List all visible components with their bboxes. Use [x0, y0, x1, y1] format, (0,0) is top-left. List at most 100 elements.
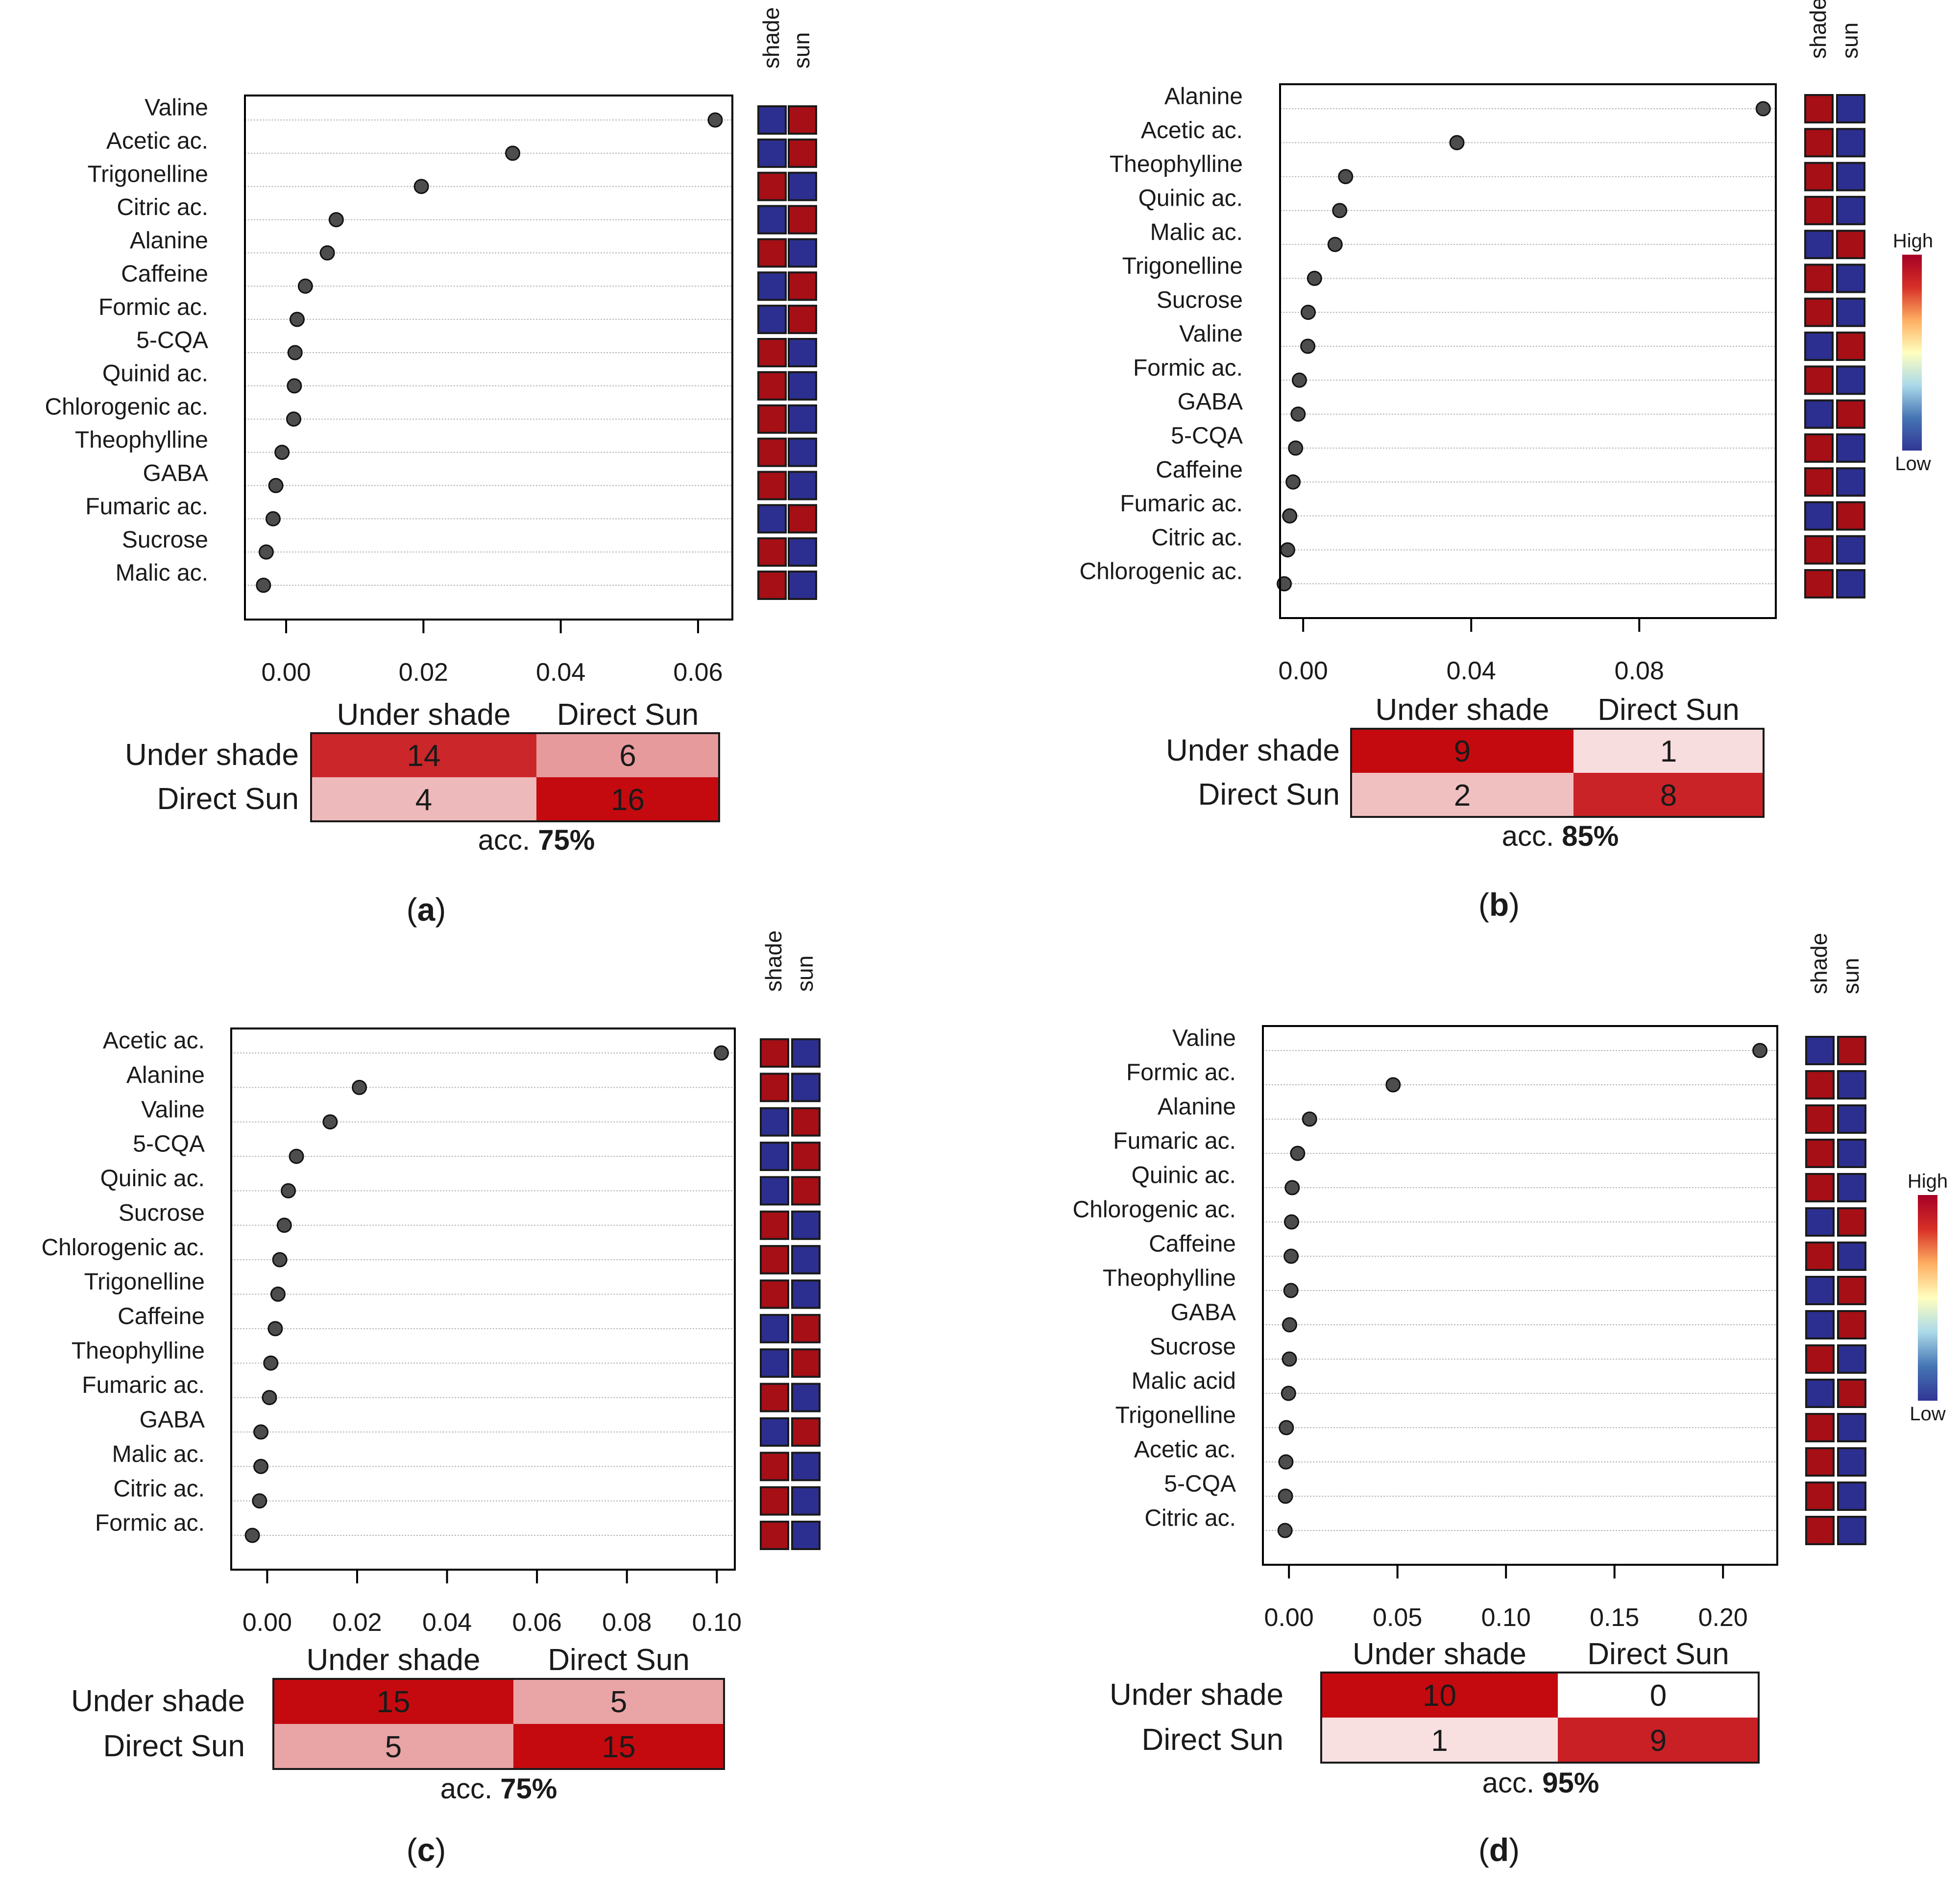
heatmap-cell-shade — [1805, 1516, 1835, 1545]
heatmap-cell-shade — [1804, 467, 1834, 497]
importance-dot — [1332, 203, 1348, 218]
importance-dot — [1282, 508, 1298, 524]
heatmap-cell-shade — [1804, 297, 1834, 327]
heatmap-header: sun — [789, 32, 814, 69]
accuracy-text: acc. 95% — [1482, 1767, 1599, 1799]
colorbar-high-label: High — [1893, 230, 1933, 252]
importance-dot — [289, 1148, 304, 1164]
heatmap-cell-shade — [1804, 365, 1834, 395]
x-tick-label: 0.06 — [673, 658, 723, 687]
panel-label: (b) — [1478, 886, 1520, 923]
x-tick-label: 0.06 — [512, 1608, 562, 1637]
x-tick-label: 0.00 — [1279, 657, 1328, 685]
heatmap-cell-sun — [1837, 1242, 1866, 1271]
heatmap-cell-sun — [1837, 1413, 1866, 1442]
heatmap-cell-shade — [757, 471, 787, 501]
heatmap-cell-sun — [1836, 365, 1865, 395]
metabolite-label: Chlorogenic ac. — [1079, 559, 1243, 585]
importance-dot — [1277, 1523, 1293, 1538]
metabolite-label: Formic ac. — [98, 294, 208, 320]
confusion-cell — [273, 1724, 513, 1769]
confusion-cell-value: 9 — [1454, 735, 1471, 768]
heatmap-cell-sun — [788, 571, 817, 600]
heatmap-cell-shade — [1805, 1070, 1835, 1099]
metabolite-label: 5-CQA — [1164, 1471, 1236, 1497]
heatmap-cell-sun — [791, 1348, 821, 1378]
confusion-frame — [310, 732, 720, 822]
accuracy-text: acc. 75% — [440, 1773, 557, 1805]
confusion-cell-value: 8 — [1660, 779, 1677, 813]
metabolite-label: Chlorogenic ac. — [1072, 1197, 1236, 1223]
heatmap-cell-sun — [1837, 1276, 1866, 1305]
panel-label-letter: d — [1489, 1832, 1509, 1868]
plot-frame — [230, 1028, 736, 1571]
metabolite-label: Malic ac. — [112, 1441, 205, 1467]
heatmap-cell-shade — [757, 171, 787, 201]
panel-a: Valine Acetic ac. Trigonelline Citric ac. Al… — [45, 7, 817, 928]
heatmap-cell-sun — [791, 1417, 821, 1447]
confusion-row-header: Under shade — [125, 738, 299, 772]
confusion-cell — [1351, 729, 1573, 773]
plot-frame — [244, 95, 733, 621]
importance-dot — [287, 345, 303, 360]
panel-label: (c) — [407, 1832, 446, 1868]
metabolite-label: Quinic ac. — [100, 1166, 205, 1192]
metabolite-label: Alanine — [126, 1062, 205, 1088]
heatmap-cell-shade — [1805, 1104, 1835, 1134]
heatmap-cell-sun — [791, 1383, 821, 1412]
heatmap-cell-shade — [1805, 1482, 1835, 1511]
confusion-cell-value: 15 — [377, 1685, 411, 1719]
heatmap-cell-shade — [760, 1279, 789, 1309]
heatmap-cell-sun — [788, 238, 817, 268]
metabolite-label: 5-CQA — [133, 1131, 205, 1157]
accuracy-value: 85% — [1562, 820, 1619, 852]
heatmap-cell-sun — [788, 371, 817, 401]
metabolite-label: Valine — [1172, 1026, 1236, 1052]
metabolite-label: Quinid ac. — [102, 361, 208, 387]
heatmap-cell-shade — [757, 437, 787, 467]
confusion-frame — [1350, 728, 1765, 818]
heatmap-cell-shade — [1804, 399, 1834, 429]
heatmap-cell-shade — [757, 404, 787, 434]
confusion-cell — [536, 733, 719, 777]
confusion-cell — [311, 777, 536, 821]
metabolite-label: Chlorogenic ac. — [45, 394, 208, 420]
metabolite-label: Citric ac. — [1151, 525, 1243, 550]
heatmap-cell-shade — [757, 138, 787, 168]
metabolite-label: Formic ac. — [1126, 1060, 1236, 1086]
confusion-cell-value: 6 — [619, 739, 636, 773]
metabolite-label: Alanine — [1164, 84, 1243, 110]
heatmap-cell-sun — [788, 205, 817, 235]
heatmap-cell-sun — [1836, 195, 1865, 225]
metabolite-label: Sucrose — [122, 527, 208, 553]
confusion-col-header: Under shade — [306, 1643, 480, 1677]
heatmap-cell-shade — [757, 205, 787, 235]
accuracy-value: 75% — [500, 1773, 557, 1805]
importance-dot — [1288, 440, 1304, 456]
importance-dot — [252, 1493, 267, 1509]
colorbar-low-label: Low — [1895, 453, 1931, 475]
heatmap-cell-shade — [1805, 1276, 1835, 1305]
heatmap-cell-sun — [1836, 128, 1865, 158]
confusion-cell-value: 16 — [611, 783, 645, 817]
importance-dot — [244, 1528, 260, 1543]
importance-dot — [1290, 406, 1306, 422]
metabolite-label: Caffeine — [1149, 1231, 1236, 1257]
heatmap-cell-sun — [1837, 1447, 1866, 1477]
heatmap-cell-sun — [791, 1279, 821, 1309]
panel-label-letter: c — [417, 1832, 436, 1868]
heatmap-header: sun — [1838, 958, 1863, 994]
metabolite-label: Trigonelline — [84, 1269, 205, 1295]
heatmap-cell-shade — [1805, 1447, 1835, 1477]
heatmap-cell-sun — [791, 1210, 821, 1240]
metabolite-label: Malic acid — [1132, 1368, 1236, 1394]
metabolite-label: Sucrose — [1150, 1334, 1236, 1360]
heatmap-cell-shade — [757, 105, 787, 135]
heatmap-header: shade — [761, 931, 786, 992]
panel-label-close: ) — [435, 891, 446, 928]
heatmap-cell-shade — [1804, 535, 1834, 565]
heatmap-cell-shade — [760, 1348, 789, 1378]
importance-dot — [267, 1321, 283, 1337]
confusion-row-header: Under shade — [1110, 1678, 1283, 1712]
